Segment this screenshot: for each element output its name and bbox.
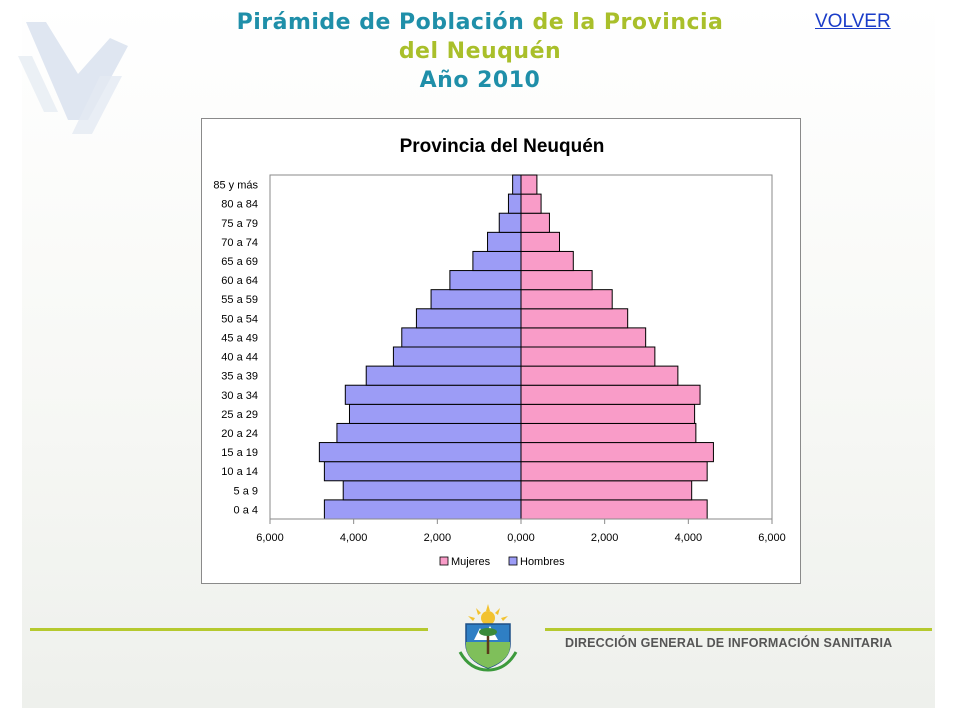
y-tick-label: 65 a 69	[221, 256, 258, 268]
footer-org-name: DIRECCIÓN GENERAL DE INFORMACIÓN SANITAR…	[565, 636, 893, 650]
y-tick-label: 40 a 44	[221, 352, 258, 364]
bar-mujeres	[520, 174, 538, 195]
bar-hombres	[323, 499, 522, 520]
y-tick-label: 70 a 74	[221, 237, 258, 249]
pyramid-chart: 0 a 4 5 a 9 10 a 14 15 a 19 20 a 24 25 a 29 30…	[201, 118, 801, 584]
bar-mujeres	[520, 384, 701, 405]
x-tick-label: 2,000	[591, 532, 619, 544]
x-tick-label: 2,000	[424, 532, 452, 544]
x-tick-label: 0,000	[507, 532, 535, 544]
y-tick-label: 55 a 59	[221, 294, 258, 306]
y-tick-label: 5 a 9	[234, 485, 258, 497]
bar-mujeres	[520, 327, 647, 348]
bar-mujeres	[520, 250, 574, 272]
bar-mujeres	[520, 442, 714, 463]
bar-hombres	[430, 289, 522, 310]
y-tick-label: 15 a 19	[221, 447, 258, 459]
footer-rule-right	[545, 628, 932, 631]
bar-hombres	[472, 250, 522, 272]
title-part-2: de la Provincia	[532, 10, 724, 35]
y-tick-label: 60 a 64	[221, 275, 258, 287]
legend-label: Mujeres	[451, 556, 491, 568]
bar-mujeres	[520, 422, 697, 444]
legend-label: Hombres	[520, 556, 565, 568]
volver-link[interactable]: VOLVER	[815, 11, 891, 32]
legend-swatch	[439, 556, 449, 566]
bar-hombres	[365, 365, 522, 386]
bar-mujeres	[520, 346, 656, 367]
bar-mujeres	[520, 403, 696, 424]
legend-swatch	[508, 556, 518, 566]
title-line-3: Año 2010	[419, 68, 541, 93]
y-tick-label: 30 a 34	[221, 390, 258, 402]
bar-hombres	[318, 442, 522, 463]
bar-mujeres	[520, 193, 542, 214]
footer-rule-left	[30, 628, 428, 631]
x-tick-label: 6,000	[758, 532, 786, 544]
chart-canvas: 0 a 4 5 a 9 10 a 14 15 a 19 20 a 24 25 a 29 30…	[213, 174, 786, 568]
bar-hombres	[498, 212, 522, 233]
y-tick-label: 45 a 49	[221, 332, 258, 344]
bar-hombres	[449, 270, 522, 291]
title-part-1: Pirámide de Población	[236, 10, 525, 35]
x-tick-label: 4,000	[340, 532, 368, 544]
bar-mujeres	[520, 461, 708, 482]
bar-hombres	[342, 480, 522, 501]
bar-mujeres	[520, 289, 613, 310]
x-tick-label: 6,000	[256, 532, 284, 544]
bar-hombres	[344, 384, 522, 405]
bar-mujeres	[520, 270, 593, 291]
y-tick-label: 0 a 4	[234, 504, 258, 516]
bar-hombres	[507, 193, 522, 214]
y-tick-label: 75 a 79	[221, 218, 258, 230]
bar-hombres	[323, 461, 522, 482]
bar-hombres	[415, 308, 522, 329]
bar-hombres	[392, 346, 522, 367]
y-tick-label: 25 a 29	[221, 409, 258, 421]
bar-mujeres	[520, 499, 708, 520]
bar-mujeres	[520, 212, 550, 233]
y-tick-label: 80 a 84	[221, 199, 258, 211]
bar-hombres	[401, 327, 522, 348]
chart-title: Provincia del Neuquén	[399, 136, 605, 157]
x-tick-label: 4,000	[675, 532, 703, 544]
bar-mujeres	[520, 365, 679, 386]
arrow-logo-icon	[18, 22, 128, 134]
bar-hombres	[336, 422, 522, 444]
bar-hombres	[348, 403, 522, 424]
bar-hombres	[512, 174, 522, 195]
bar-mujeres	[520, 308, 629, 329]
bar-hombres	[487, 231, 522, 252]
title-line-2: del Neuquén	[398, 39, 562, 64]
y-tick-label: 10 a 14	[221, 466, 258, 478]
y-tick-label: 20 a 24	[221, 428, 258, 440]
page-title: Pirámide de Población de la Provincia de…	[160, 8, 800, 95]
y-tick-label: 50 a 54	[221, 313, 258, 325]
y-tick-label: 35 a 39	[221, 371, 258, 383]
bar-mujeres	[520, 231, 560, 252]
y-tick-label: 85 y más	[213, 180, 258, 192]
neuquen-crest-icon	[458, 604, 518, 672]
bar-mujeres	[520, 480, 693, 501]
